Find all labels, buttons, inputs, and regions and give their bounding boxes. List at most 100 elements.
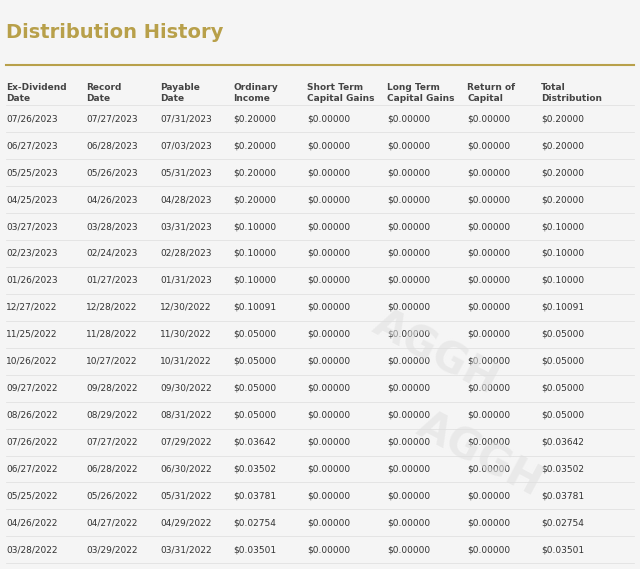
Text: 10/26/2022: 10/26/2022 xyxy=(6,357,58,366)
Text: 04/26/2023: 04/26/2023 xyxy=(86,195,138,204)
Text: $0.10000: $0.10000 xyxy=(234,222,276,231)
Text: 07/03/2023: 07/03/2023 xyxy=(160,141,212,150)
Text: $0.00000: $0.00000 xyxy=(467,438,510,447)
Text: Return of
Capital: Return of Capital xyxy=(467,83,515,102)
Text: $0.05000: $0.05000 xyxy=(234,330,276,339)
Text: $0.10000: $0.10000 xyxy=(541,222,584,231)
Text: 09/30/2022: 09/30/2022 xyxy=(160,384,212,393)
Text: $0.00000: $0.00000 xyxy=(387,303,430,312)
Text: $0.10000: $0.10000 xyxy=(234,249,276,258)
Text: $0.03502: $0.03502 xyxy=(234,464,276,473)
Text: $0.00000: $0.00000 xyxy=(307,357,350,366)
Text: $0.00000: $0.00000 xyxy=(307,195,350,204)
Text: 04/29/2022: 04/29/2022 xyxy=(160,518,211,527)
Text: $0.00000: $0.00000 xyxy=(387,545,430,554)
Text: $0.00000: $0.00000 xyxy=(387,141,430,150)
Text: AGGH: AGGH xyxy=(410,405,550,506)
Text: $0.05000: $0.05000 xyxy=(541,330,584,339)
Text: $0.00000: $0.00000 xyxy=(387,222,430,231)
Text: $0.03642: $0.03642 xyxy=(541,438,584,447)
Text: 09/27/2022: 09/27/2022 xyxy=(6,384,58,393)
Text: 04/27/2022: 04/27/2022 xyxy=(86,518,138,527)
Text: 03/31/2022: 03/31/2022 xyxy=(160,545,212,554)
Text: 05/25/2023: 05/25/2023 xyxy=(6,168,58,177)
Text: $0.00000: $0.00000 xyxy=(387,438,430,447)
Text: $0.00000: $0.00000 xyxy=(467,545,510,554)
Text: $0.00000: $0.00000 xyxy=(387,249,430,258)
Text: 04/28/2023: 04/28/2023 xyxy=(160,195,211,204)
Text: $0.20000: $0.20000 xyxy=(234,168,276,177)
Text: $0.20000: $0.20000 xyxy=(541,195,584,204)
Text: $0.00000: $0.00000 xyxy=(467,222,510,231)
Text: 07/27/2022: 07/27/2022 xyxy=(86,438,138,447)
Text: 07/29/2022: 07/29/2022 xyxy=(160,438,211,447)
Text: 03/28/2022: 03/28/2022 xyxy=(6,545,58,554)
Text: $0.00000: $0.00000 xyxy=(387,195,430,204)
Text: Short Term
Capital Gains: Short Term Capital Gains xyxy=(307,83,374,102)
Text: $0.05000: $0.05000 xyxy=(541,357,584,366)
Text: 08/31/2022: 08/31/2022 xyxy=(160,411,212,419)
Text: 03/28/2023: 03/28/2023 xyxy=(86,222,138,231)
Text: $0.20000: $0.20000 xyxy=(234,141,276,150)
Text: 06/27/2022: 06/27/2022 xyxy=(6,464,58,473)
Text: $0.00000: $0.00000 xyxy=(467,492,510,501)
Text: AGGH: AGGH xyxy=(365,302,505,403)
Text: Record
Date: Record Date xyxy=(86,83,122,102)
Text: 08/29/2022: 08/29/2022 xyxy=(86,411,138,419)
Text: $0.00000: $0.00000 xyxy=(387,114,430,123)
Text: 10/27/2022: 10/27/2022 xyxy=(86,357,138,366)
Text: Ex-Dividend
Date: Ex-Dividend Date xyxy=(6,83,67,102)
Text: $0.03501: $0.03501 xyxy=(541,545,584,554)
Text: 02/23/2023: 02/23/2023 xyxy=(6,249,58,258)
Text: $0.05000: $0.05000 xyxy=(234,411,276,419)
Text: 07/26/2022: 07/26/2022 xyxy=(6,438,58,447)
Text: $0.00000: $0.00000 xyxy=(307,330,350,339)
Text: 06/30/2022: 06/30/2022 xyxy=(160,464,212,473)
Text: $0.20000: $0.20000 xyxy=(234,195,276,204)
Text: 07/31/2023: 07/31/2023 xyxy=(160,114,212,123)
Text: $0.03502: $0.03502 xyxy=(541,464,584,473)
Text: 03/27/2023: 03/27/2023 xyxy=(6,222,58,231)
Text: $0.00000: $0.00000 xyxy=(467,114,510,123)
Text: $0.02754: $0.02754 xyxy=(234,518,276,527)
Text: $0.10091: $0.10091 xyxy=(234,303,276,312)
Text: $0.00000: $0.00000 xyxy=(307,464,350,473)
Text: $0.20000: $0.20000 xyxy=(541,114,584,123)
Text: $0.20000: $0.20000 xyxy=(541,168,584,177)
Text: $0.03781: $0.03781 xyxy=(541,492,584,501)
Text: $0.20000: $0.20000 xyxy=(541,141,584,150)
Text: $0.03781: $0.03781 xyxy=(234,492,276,501)
Text: 08/26/2022: 08/26/2022 xyxy=(6,411,58,419)
Text: $0.00000: $0.00000 xyxy=(387,411,430,419)
Text: $0.00000: $0.00000 xyxy=(307,545,350,554)
Text: $0.00000: $0.00000 xyxy=(387,384,430,393)
Text: $0.03642: $0.03642 xyxy=(234,438,276,447)
Text: $0.00000: $0.00000 xyxy=(307,168,350,177)
Text: $0.20000: $0.20000 xyxy=(234,114,276,123)
Text: $0.10000: $0.10000 xyxy=(234,276,276,285)
Text: $0.00000: $0.00000 xyxy=(307,384,350,393)
Text: $0.00000: $0.00000 xyxy=(467,195,510,204)
Text: $0.00000: $0.00000 xyxy=(467,357,510,366)
Text: 09/28/2022: 09/28/2022 xyxy=(86,384,138,393)
Text: $0.00000: $0.00000 xyxy=(387,464,430,473)
Text: $0.00000: $0.00000 xyxy=(467,249,510,258)
Text: 02/24/2023: 02/24/2023 xyxy=(86,249,138,258)
Text: 11/28/2022: 11/28/2022 xyxy=(86,330,138,339)
Text: 05/31/2023: 05/31/2023 xyxy=(160,168,212,177)
Text: $0.00000: $0.00000 xyxy=(307,276,350,285)
Text: 04/26/2022: 04/26/2022 xyxy=(6,518,58,527)
Text: Ordinary
Income: Ordinary Income xyxy=(234,83,278,102)
Text: $0.05000: $0.05000 xyxy=(541,384,584,393)
Text: 03/31/2023: 03/31/2023 xyxy=(160,222,212,231)
Text: $0.00000: $0.00000 xyxy=(467,464,510,473)
Text: $0.00000: $0.00000 xyxy=(467,384,510,393)
Text: $0.00000: $0.00000 xyxy=(307,249,350,258)
Text: $0.00000: $0.00000 xyxy=(387,168,430,177)
Text: $0.10091: $0.10091 xyxy=(541,303,584,312)
Text: $0.00000: $0.00000 xyxy=(307,114,350,123)
Text: $0.00000: $0.00000 xyxy=(387,357,430,366)
Text: $0.00000: $0.00000 xyxy=(387,518,430,527)
Text: $0.00000: $0.00000 xyxy=(467,276,510,285)
Text: $0.00000: $0.00000 xyxy=(467,303,510,312)
